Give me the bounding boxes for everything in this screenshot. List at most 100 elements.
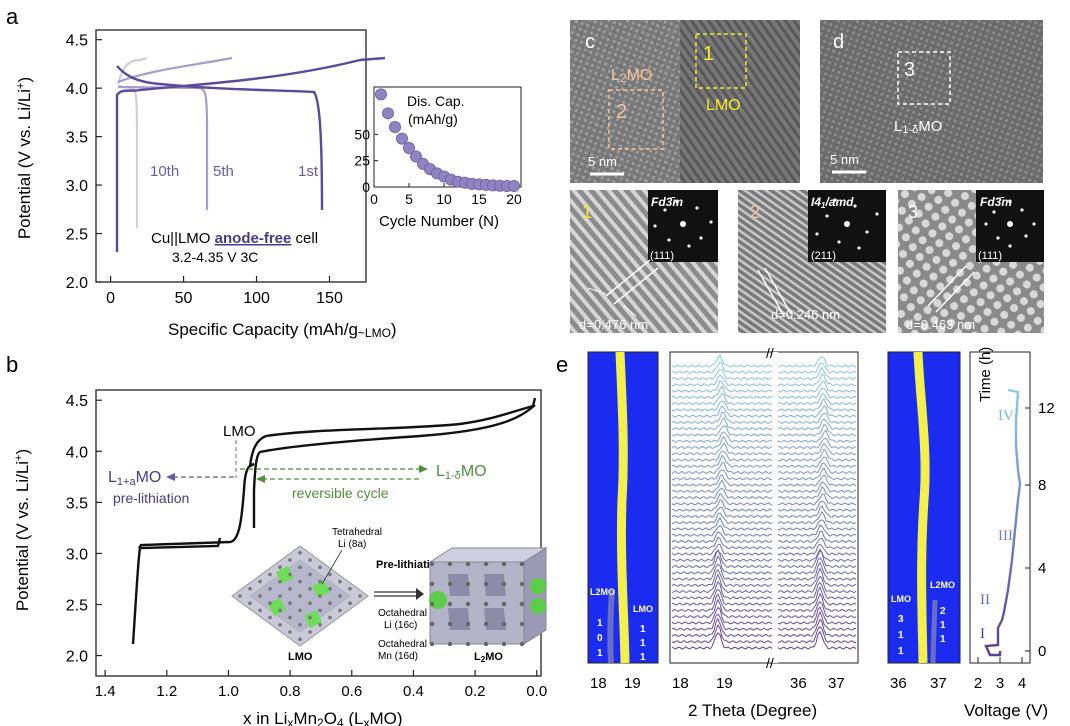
xrd-pattern xyxy=(671,392,857,406)
atom xyxy=(328,587,332,591)
hl-lmo-i2: 1 xyxy=(640,652,646,663)
octa-mn-site: Mn (16d) xyxy=(378,651,418,662)
xrd-pattern xyxy=(671,405,857,418)
atom xyxy=(447,621,453,627)
atom xyxy=(429,561,435,567)
x-tick-label-a: 50 xyxy=(175,290,193,307)
y-tick-label-b: 3.5 xyxy=(66,495,88,512)
atom xyxy=(268,615,272,620)
atom xyxy=(465,641,471,647)
atom xyxy=(278,623,282,627)
volt-y-tick-label: 12 xyxy=(1038,400,1055,417)
panel-d: d 3 L1-δMO 5 nm xyxy=(820,20,1043,183)
atom xyxy=(483,561,489,567)
tetra-label: Tetrahedral xyxy=(332,527,382,538)
sub2-num: 2 xyxy=(750,202,760,222)
inset-x-tick-label: 10 xyxy=(436,191,452,207)
atom xyxy=(238,594,242,598)
x-tick-label-b: 0.6 xyxy=(341,683,362,700)
atoms-l2mo xyxy=(429,561,525,647)
atom xyxy=(258,608,262,613)
prelith-arrowhead xyxy=(166,473,175,481)
octa-li-label: Octahedral xyxy=(378,608,427,619)
panel-b: b 2.0 2.5 3.0 3.5 4.0 4.5 1.4 1.2 1.0 0.8 0.6 0.4 0… xyxy=(6,352,548,726)
atom xyxy=(288,601,292,605)
sub2-d: d=0.246 nm xyxy=(771,307,840,322)
hr-l2mo-i2: 1 xyxy=(940,634,946,645)
fft-spot xyxy=(992,210,996,214)
atom xyxy=(519,621,525,627)
curve-5th-dis xyxy=(117,85,209,210)
hr-l2mo: L2MO xyxy=(930,580,955,590)
atom xyxy=(308,615,312,620)
fft-spot xyxy=(709,220,713,224)
atom xyxy=(308,587,312,591)
volt-y-tick-label: 0 xyxy=(1038,643,1046,660)
atom xyxy=(429,641,435,647)
hr-lmo: LMO xyxy=(891,594,911,604)
axes-frame-a xyxy=(95,29,367,283)
inset-point xyxy=(395,132,408,145)
left-label-b: L1+aMO xyxy=(108,469,161,488)
sub1-num: 1 xyxy=(582,202,592,222)
label-10th: 10th xyxy=(150,163,179,180)
xrd-pattern xyxy=(671,435,857,450)
xrd-pattern xyxy=(671,606,857,625)
atom xyxy=(298,608,302,613)
structure-l2mo: L2MO xyxy=(428,547,548,664)
li-tetra-3 xyxy=(268,598,286,616)
inset-point xyxy=(388,121,401,134)
fft-spot xyxy=(675,200,679,204)
x-tick-label-b: 1.0 xyxy=(218,683,239,700)
fft-spot xyxy=(687,244,691,248)
xrd-pattern xyxy=(671,448,857,462)
atom xyxy=(483,601,489,607)
voltage-xlabel: Voltage (V) xyxy=(964,701,1048,720)
hl-lmo: LMO xyxy=(633,604,653,614)
li-octa-3 xyxy=(530,598,546,614)
x-ticks-b: 1.4 1.2 1.0 0.8 0.6 0.4 0.2 0.0 xyxy=(95,670,547,700)
atom xyxy=(308,630,312,634)
y-tick-label-b: 2.0 xyxy=(66,649,88,666)
y-ticks-b: 2.0 2.5 3.0 3.5 4.0 4.5 xyxy=(66,393,102,666)
prelith-struct-label: Pre-lithiation xyxy=(376,559,444,571)
sub3-num: 3 xyxy=(908,202,918,222)
y-tick-label-b: 3.0 xyxy=(66,546,88,563)
xrd-pattern xyxy=(671,361,857,375)
xrd-pattern xyxy=(671,442,857,456)
xrd-pattern xyxy=(671,354,857,368)
inset-point xyxy=(374,88,387,101)
curve-10th xyxy=(116,56,148,85)
box-3 xyxy=(897,51,951,105)
curve-10th-dis xyxy=(117,84,139,228)
annotation-range-a: 3.2-4.35 V 3C xyxy=(172,249,258,265)
x-tick-label-b: 1.4 xyxy=(95,683,116,700)
li-octa-1 xyxy=(429,591,447,609)
y-tick-label-b: 4.5 xyxy=(66,393,88,410)
xrd-pattern xyxy=(671,385,857,399)
l2mo-label-c: L2MO xyxy=(611,67,652,85)
sub3-hkl: (111) xyxy=(978,250,1002,262)
xrd-pattern xyxy=(671,462,857,475)
atom xyxy=(268,601,272,605)
tetra-site: Li (8a) xyxy=(338,539,366,550)
label-1st: 1st xyxy=(298,163,319,180)
box-1-label: 1 xyxy=(703,43,714,65)
atom xyxy=(447,561,453,567)
fft-center xyxy=(844,221,850,227)
break-top: // xyxy=(766,345,774,361)
atom xyxy=(308,558,312,562)
curve-main xyxy=(138,397,537,549)
atom xyxy=(519,601,525,607)
box-2 xyxy=(608,89,664,150)
inset-y-tick-label: 0 xyxy=(362,179,370,195)
atoms-lmo xyxy=(238,551,362,641)
lmo-label-b: LMO xyxy=(223,423,256,440)
xrd-pattern xyxy=(671,411,857,425)
curve-1st-dis xyxy=(116,65,324,211)
atom xyxy=(501,601,507,607)
lmo-label-c: LMO xyxy=(706,97,741,114)
atom xyxy=(318,565,322,569)
x-tick-label-a: 150 xyxy=(316,290,343,307)
inset-xlabel: Cycle Number (N) xyxy=(379,213,499,230)
